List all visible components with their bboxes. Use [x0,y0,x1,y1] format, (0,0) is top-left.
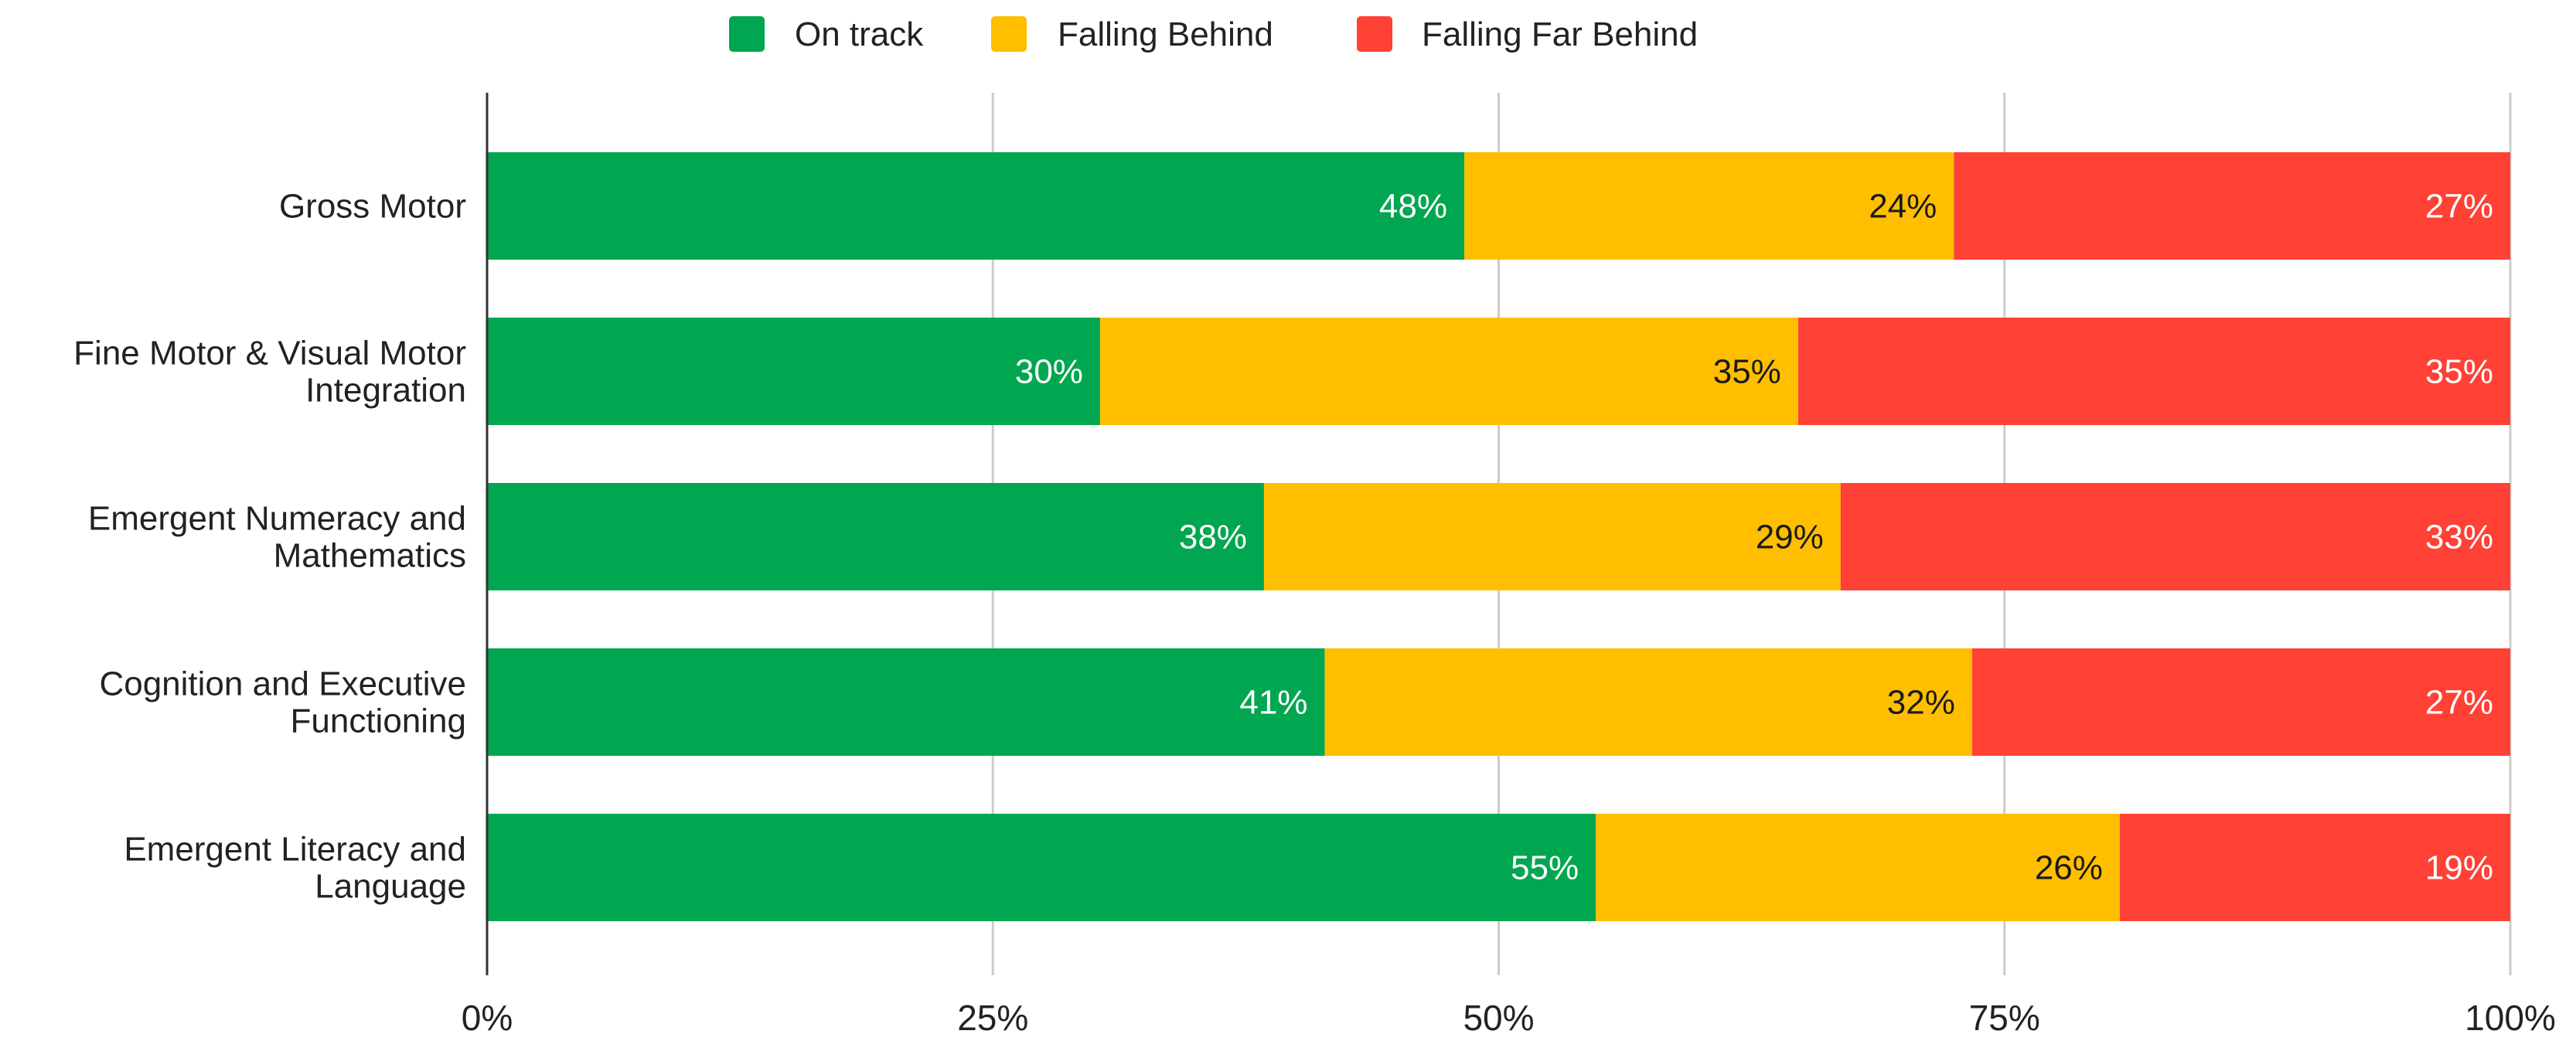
x-tick-label: 50% [1463,998,1534,1038]
category-label: Emergent Literacy and [124,831,466,869]
data-label: 29% [1756,519,1824,556]
bars [487,152,2510,921]
x-tick-label: 25% [957,998,1028,1038]
category-label: Integration [305,372,466,410]
bar-segment [1263,483,1841,590]
data-label: 27% [2425,684,2493,722]
legend-label: On track [795,15,924,53]
category-label: Gross Motor [279,188,466,226]
x-tick-label: 75% [1969,998,2040,1038]
data-label: 27% [2425,188,2493,226]
bar-segment [487,152,1465,260]
data-label: 33% [2425,519,2493,556]
bar-segment [1797,318,2510,425]
bar-segment [487,318,1100,425]
category-label: Cognition and Executive [99,665,466,703]
category-label: Mathematics [274,537,466,575]
category-label: Emergent Numeracy and [88,500,466,538]
bar-segment [1840,483,2510,590]
data-label: 30% [1015,353,1083,391]
bar-segment [1464,152,1954,260]
data-label: 19% [2425,849,2493,887]
axes: 0% 25% 50% 75% 100% Gross Motor Fine Motor & V… [73,93,2556,1038]
bar-segment [487,814,1596,921]
legend-swatch [729,16,765,52]
data-label: 41% [1239,684,1307,722]
category-label: Functioning [291,702,466,740]
data-label: 48% [1379,188,1447,226]
legend-swatch [991,16,1027,52]
data-label: 32% [1887,684,1955,722]
bar-segment [487,483,1264,590]
data-label: 35% [1713,353,1781,391]
legend-label: Falling Far Behind [1422,15,1698,53]
data-labels: 48% 24% 27% 30% 35% 35% 38% 29% 33% 41% 32% 27% 55% 2… [1015,188,2493,887]
x-tick-label: 100% [2465,998,2556,1038]
x-tick-label: 0% [462,998,513,1038]
category-label: Language [315,868,466,906]
data-label: 38% [1179,519,1247,556]
data-label: 35% [2425,353,2493,391]
bar-segment [487,648,1325,756]
bar-segment [1324,648,1972,756]
legend-label: Falling Behind [1058,15,1273,53]
bar-segment [1099,318,1798,425]
data-label: 24% [1869,188,1937,226]
bar-segment [1954,152,2510,260]
bar-segment [1971,648,2510,756]
bar-segment [2119,814,2510,921]
legend-swatch [1357,16,1392,52]
bar-segment [1596,814,2120,921]
data-label: 26% [2035,849,2103,887]
legend: On track Falling Behind Falling Far Behind [729,15,1698,53]
category-label: Fine Motor & Visual Motor [73,335,466,372]
data-label: 55% [1511,849,1579,887]
